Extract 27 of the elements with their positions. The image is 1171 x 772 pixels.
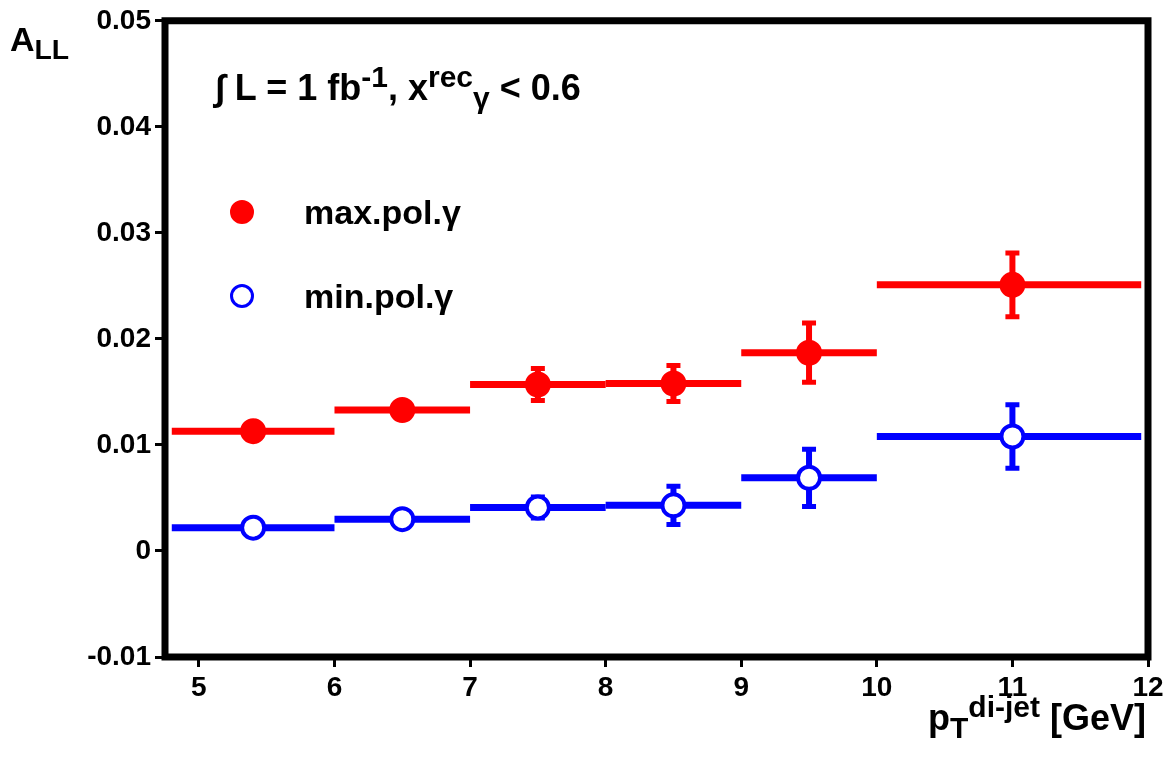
y-tick-label: 0.05 <box>96 3 151 35</box>
y-tick-label: 0.02 <box>96 321 151 353</box>
annotation: ∫ L = 1 fb$^{-1}$, x$^{rec}$$_{γ}$ < 0.6 <box>215 60 581 116</box>
y-tick-label: 0.01 <box>96 427 151 459</box>
point <box>660 492 687 519</box>
x-tick-label: 12 <box>1132 670 1164 702</box>
point <box>660 370 687 397</box>
x-tick-label: 8 <box>597 670 614 702</box>
x-tick-label: 10 <box>861 670 893 702</box>
x-tick-label: 6 <box>326 670 343 702</box>
point <box>524 494 551 521</box>
y-tick-label: -0.01 <box>87 639 151 671</box>
y-tick-label: 0.04 <box>96 109 152 141</box>
legend-label: min.pol.γ <box>304 276 454 316</box>
y-axis-title: A$_{LL}$ <box>10 20 70 66</box>
x-tick-label: 9 <box>733 670 750 702</box>
x-tick-label: 5 <box>191 670 207 702</box>
y-tick-label: 0.03 <box>96 215 151 247</box>
point <box>389 506 416 533</box>
legend-label: max.pol.γ <box>304 192 461 232</box>
point <box>796 339 823 366</box>
x-tick-label: 7 <box>462 670 478 702</box>
point <box>999 271 1026 298</box>
point <box>796 464 823 491</box>
point <box>240 514 267 541</box>
point <box>999 423 1026 450</box>
y-tick-label: 0 <box>135 533 151 565</box>
